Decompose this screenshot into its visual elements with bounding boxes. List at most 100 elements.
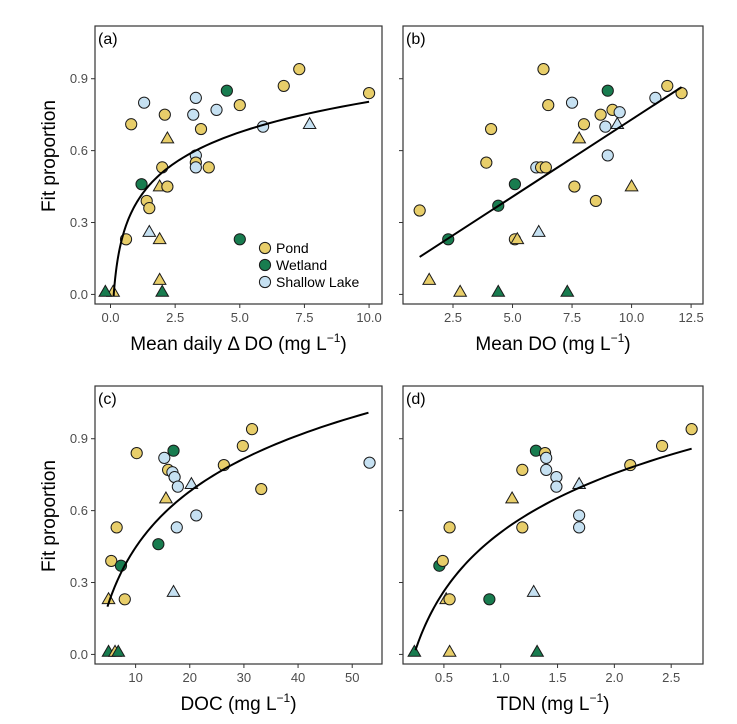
data-point-circle (508, 178, 522, 191)
data-point-circle (245, 423, 259, 436)
data-point-circle (158, 451, 171, 464)
x-tick-label: 10 (128, 670, 142, 685)
data-point-circle (413, 204, 426, 217)
legend-swatch (258, 275, 272, 289)
data-point-circle (613, 106, 626, 119)
data-point-circle (661, 79, 674, 93)
legend-label: Pond (276, 240, 309, 256)
data-point-triangle (407, 644, 422, 657)
data-point-circle (105, 554, 118, 568)
x-tick-label: 50 (345, 670, 359, 685)
data-point-triangle (529, 644, 545, 657)
data-point-circle (685, 423, 698, 436)
y-axis-label-bottom: Fit proportion (39, 460, 60, 572)
data-point-circle (537, 63, 550, 76)
data-point-triangle (302, 116, 317, 130)
data-point-circle (187, 108, 200, 121)
data-point-circle (573, 521, 586, 534)
data-point-triangle (184, 476, 199, 490)
data-point-circle (220, 84, 233, 97)
x-tick-label: 10.0 (619, 310, 644, 325)
data-point-circle (565, 96, 579, 109)
panel-a: 0.0 0.3 0.6 0.9 0.0 2.5 5.0 7.5 10.0 Mean daily Δ… (70, 25, 383, 355)
data-point-circle (233, 233, 246, 246)
data-point-circle (233, 98, 246, 112)
data-point-circle (202, 161, 215, 174)
data-point-triangle (152, 231, 167, 245)
x-axis-label: DOC (mg L−1) (180, 691, 296, 715)
data-point-circle (161, 180, 174, 193)
x-tick-label: 7.5 (563, 310, 581, 325)
x-tick-label: 10.0 (356, 310, 381, 325)
data-point-circle (540, 463, 553, 476)
fit-line (414, 447, 692, 651)
x-tick-label: 2.5 (444, 310, 462, 325)
data-point-triangle (111, 644, 126, 657)
data-point-triangle (504, 491, 520, 504)
data-point-triangle (155, 284, 170, 297)
plot-frame (402, 25, 704, 305)
x-tick-label: 0.5 (435, 670, 453, 685)
panel-b: 2.5 5.0 7.5 10.0 12.5 Mean DO (mg L−1) (b) (399, 25, 704, 355)
data-point-circle (143, 202, 156, 215)
x-tick-label: 2.0 (605, 670, 623, 685)
plot-frame (94, 385, 383, 665)
y-tick-label: 0.0 (70, 647, 88, 662)
data-point-circle (125, 118, 138, 131)
data-point-triangle (510, 231, 525, 245)
data-point-circle (236, 439, 249, 453)
data-point-triangle (526, 584, 541, 597)
data-point-circle (484, 122, 498, 136)
x-tick-label: 30 (237, 670, 251, 685)
x-tick-label: 0.0 (101, 310, 119, 325)
data-point-circle (255, 482, 268, 496)
data-point-circle (573, 509, 586, 522)
y-tick-label: 0.9 (70, 71, 88, 86)
data-point-circle (550, 480, 563, 493)
data-point-circle (443, 593, 456, 606)
data-point-triangle (453, 284, 468, 297)
data-point-circle (443, 521, 456, 534)
fit-line (106, 411, 369, 608)
x-axis-label: TDN (mg L−1) (497, 691, 610, 715)
data-point-circle (568, 180, 581, 193)
data-point-circle (135, 178, 148, 191)
data-point-triangle (572, 131, 587, 144)
data-point-circle (601, 149, 614, 162)
x-axis-label: Mean DO (mg L−1) (475, 331, 630, 355)
panel-label: (a) (98, 31, 118, 48)
data-point-circle (118, 593, 131, 606)
x-tick-label: 7.5 (295, 310, 313, 325)
data-point-triangle (98, 284, 113, 297)
legend-label: Shallow Lake (276, 274, 359, 290)
y-tick-label: 0.3 (70, 215, 88, 230)
data-point-circle (130, 447, 143, 460)
data-point-circle (589, 194, 602, 208)
data-point-circle (655, 439, 669, 453)
data-point-circle (152, 538, 165, 551)
data-point-circle (194, 122, 208, 136)
data-point-circle (171, 480, 184, 493)
x-tick-label: 5.0 (503, 310, 521, 325)
fit-line (112, 100, 370, 297)
data-point-circle (516, 521, 529, 534)
panel-label: (d) (406, 391, 426, 408)
data-point-triangle (491, 284, 506, 297)
data-point-triangle (560, 284, 575, 297)
x-tick-label: 1.5 (549, 670, 567, 685)
data-point-circle (110, 521, 123, 534)
x-tick-label: 2.5 (662, 670, 680, 685)
fit-line (419, 86, 683, 258)
data-point-triangle (160, 131, 175, 144)
data-point-triangle (142, 224, 157, 237)
data-point-triangle (422, 272, 437, 285)
data-point-triangle (624, 178, 639, 192)
x-tick-label: 5.0 (231, 310, 249, 325)
data-point-circle (210, 103, 223, 116)
panel-d: 0.5 1.0 1.5 2.0 2.5 TDN (mg L−1) (d) (399, 385, 704, 715)
x-tick-label: 1.0 (492, 670, 510, 685)
data-point-circle (516, 463, 529, 476)
data-point-circle (363, 456, 376, 469)
